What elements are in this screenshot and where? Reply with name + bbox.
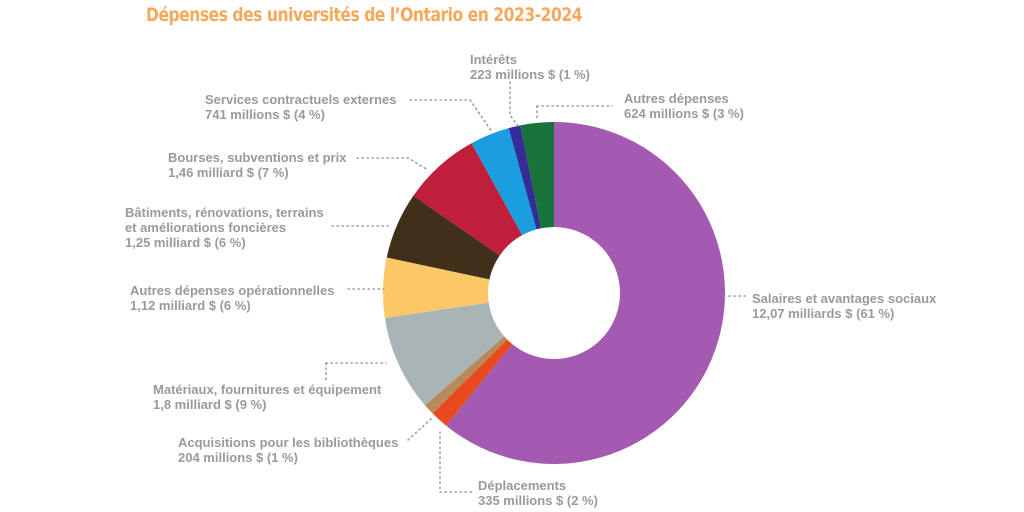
slice-7 [471,128,537,236]
leader-line-10 [439,431,473,493]
label-amount: 335 millions $ (2 %) [478,493,598,508]
label-name: Autres dépenses [624,91,729,106]
label-deplacements: Déplacements 335 millions $ (2 %) [478,478,598,508]
label-name: Déplacements [478,478,567,493]
label-services-contractuels: Services contractuels externes 741 milli… [205,92,397,122]
label-batiments: Bâtiments, rénovations, terrains et amél… [125,205,324,250]
label-name: Autres dépenses opérationnelles [130,283,335,298]
label-name: Services contractuels externes [205,92,397,107]
label-salaires: Salaires et avantages sociaux 12,07 mill… [752,291,936,321]
chart-title: Dépenses des universités de l’Ontario en… [146,4,583,26]
label-name: Matériaux, fournitures et équipement [153,382,382,397]
label-bourses: Bourses, subventions et prix 1,46 millia… [168,150,346,180]
slice-5 [386,195,500,280]
label-autres-operationnelles: Autres dépenses opérationnelles 1,12 mil… [130,283,334,313]
leader-line-0 [509,81,519,127]
slice-2 [425,336,508,414]
label-acquisitions: Acquisitions pour les bibliothèques 204 … [178,435,398,465]
label-amount: 624 millions $ (3 %) [624,106,744,121]
label-name: Acquisitions pour les bibliothèques [178,435,399,450]
label-amount: 12,07 milliards $ (61 %) [752,306,895,321]
slice-4 [383,257,490,318]
label-amount: 741 millions $ (4 %) [205,107,325,122]
label-name: Intérêts [470,52,517,67]
slice-6 [413,143,523,256]
leader-line-4 [356,157,429,171]
label-amount: 1,46 milliard $ (7 %) [168,165,289,180]
label-amount: 1,25 milliard $ (6 %) [125,235,246,250]
leader-line-1 [409,99,493,133]
label-autres-depenses: Autres dépenses 624 millions $ (3 %) [624,91,744,121]
label-name: Bourses, subventions et prix [168,150,347,165]
label-name-line-2: et améliorations foncières [125,220,287,235]
slice-3 [384,302,505,406]
slice-0 [446,122,725,464]
label-interets: Intérêts 223 millions $ (1 %) [470,52,590,82]
slice-9 [520,122,554,229]
slice-8 [508,125,542,230]
label-amount: 1,12 milliard $ (6 %) [130,298,251,313]
label-materiaux: Matériaux, fournitures et équipement 1,8… [153,382,381,412]
label-name: Salaires et avantages sociaux [752,291,937,306]
slice-1 [432,339,513,426]
label-name-line-1: Bâtiments, rénovations, terrains [125,205,324,220]
label-amount: 204 millions $ (1 %) [178,450,298,465]
label-amount: 223 millions $ (1 %) [470,67,590,82]
leader-line-9 [407,417,433,441]
label-amount: 1,8 milliard $ (9 %) [153,397,267,412]
